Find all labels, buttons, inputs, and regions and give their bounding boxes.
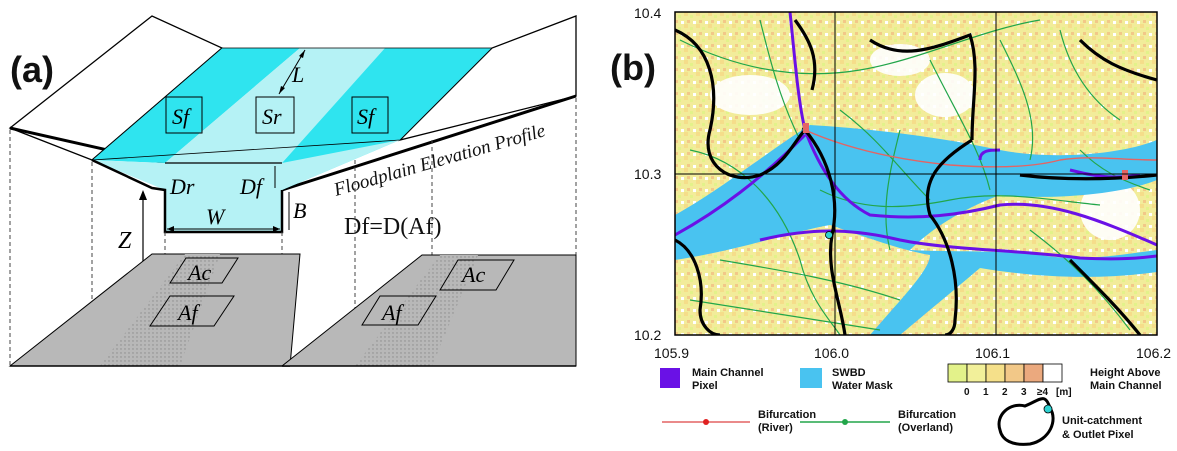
- river-network-map: (b): [610, 5, 1171, 446]
- ac-left-label: Ac: [186, 260, 211, 285]
- left-slab-hatch: [100, 254, 220, 366]
- af-left-box: [149, 295, 235, 327]
- outlet-swatch: [1043, 404, 1053, 414]
- df-label: Df: [239, 174, 265, 199]
- floodplain-strip-left: [92, 48, 300, 163]
- x-tick-106.2: 106.2: [1136, 345, 1171, 361]
- height-tick-0: 0: [964, 387, 970, 398]
- height-tick-4: ≥4: [1037, 387, 1048, 398]
- height-tick-2: 2: [1002, 387, 1008, 398]
- map-legend: Main Channel Pixel SWBD Water Mask 0 1 2…: [660, 363, 1162, 446]
- legend-swbd-l1: SWBD: [832, 367, 866, 379]
- legend-bif-river-l1: Bifurcation: [758, 409, 816, 421]
- river-bifurcations: [804, 129, 1157, 168]
- legend-main-channel-l2: Pixel: [692, 380, 718, 392]
- sf-left-box: [165, 96, 203, 134]
- length-arrow-head-bottom: [279, 86, 285, 94]
- sr-box: [255, 96, 295, 134]
- af-right-label: Af: [380, 300, 404, 325]
- bif-overland-node: [842, 419, 848, 425]
- panel-a-label: (a): [10, 49, 54, 90]
- y-tick-10.2: 10.2: [634, 327, 661, 343]
- w-label: W: [206, 204, 226, 229]
- water-surface-outline: [90, 47, 493, 161]
- ac-right-box: [439, 259, 515, 291]
- sf-right-label: Sf: [357, 104, 377, 129]
- af-left-label: Af: [176, 300, 200, 325]
- b-label: B: [293, 198, 306, 223]
- overland-bifurcations: [679, 19, 1151, 335]
- unit-catchment-boundaries: [675, 19, 1157, 335]
- map-area: [675, 12, 1157, 335]
- ac-left-box: [169, 257, 239, 284]
- panel-b-label: (b): [610, 47, 656, 88]
- main-channel-swatch: [660, 368, 680, 388]
- channel-outline: [91, 158, 284, 234]
- y-tick-10.4: 10.4: [634, 5, 661, 21]
- map-grid: [675, 12, 1157, 335]
- w-arrow-head-left: [167, 226, 174, 232]
- legend-main-channel-l1: Main Channel: [692, 367, 764, 379]
- ac-right-label: Ac: [460, 262, 485, 287]
- floodplain-schematic: (a) Sf Sr Sf L Dr Df B W Floodplain Elev…: [8, 15, 577, 367]
- x-tick-105.9: 105.9: [654, 345, 689, 361]
- y-tick-10.3: 10.3: [634, 166, 661, 182]
- length-arrow-head-top: [299, 50, 305, 58]
- swbd-swatch: [800, 368, 822, 388]
- right-slab-hatch: [355, 255, 478, 366]
- map-frame: [674, 11, 1158, 336]
- legend-height-l2: Main Channel: [1090, 380, 1162, 392]
- bif-river-node: [703, 419, 709, 425]
- legend-swbd-l2: Water Mask: [832, 380, 894, 392]
- sf-left-label: Sf: [172, 104, 192, 129]
- legend-unit-l2: & Outlet Pixel: [1062, 429, 1134, 441]
- sr-label: Sr: [262, 104, 282, 129]
- dr-label: Dr: [169, 174, 195, 199]
- height-tick-1: 1: [983, 387, 989, 398]
- height-unit: [m]: [1056, 387, 1072, 398]
- river-surface: [165, 48, 385, 163]
- river-bifurcation-nodes: [803, 123, 1128, 180]
- x-tick-106.1: 106.1: [975, 345, 1010, 361]
- legend-height-l1: Height Above: [1090, 367, 1161, 379]
- legend-bif-overland-l2: (Overland): [898, 422, 953, 434]
- x-tick-106.0: 106.0: [814, 345, 849, 361]
- w-arrow-head-right: [273, 226, 280, 232]
- z-label: Z: [118, 228, 132, 254]
- unit-catchment-swatch: [997, 397, 1055, 446]
- legend-bif-overland-l1: Bifurcation: [898, 409, 956, 421]
- profile-equation: Df=D(Af): [344, 214, 442, 240]
- right-bank-edge: [281, 94, 577, 192]
- legend-unit-l1: Unit-catchment: [1062, 415, 1142, 427]
- length-arrow: [278, 49, 306, 95]
- height-tick-3: 3: [1021, 387, 1027, 398]
- length-label: L: [291, 62, 304, 87]
- sf-right-box: [351, 96, 389, 134]
- z-arrow-head: [139, 190, 147, 200]
- af-right-box: [361, 295, 437, 326]
- legend-bif-river-l2: (River): [758, 422, 793, 434]
- height-scale-bar: [947, 363, 1063, 383]
